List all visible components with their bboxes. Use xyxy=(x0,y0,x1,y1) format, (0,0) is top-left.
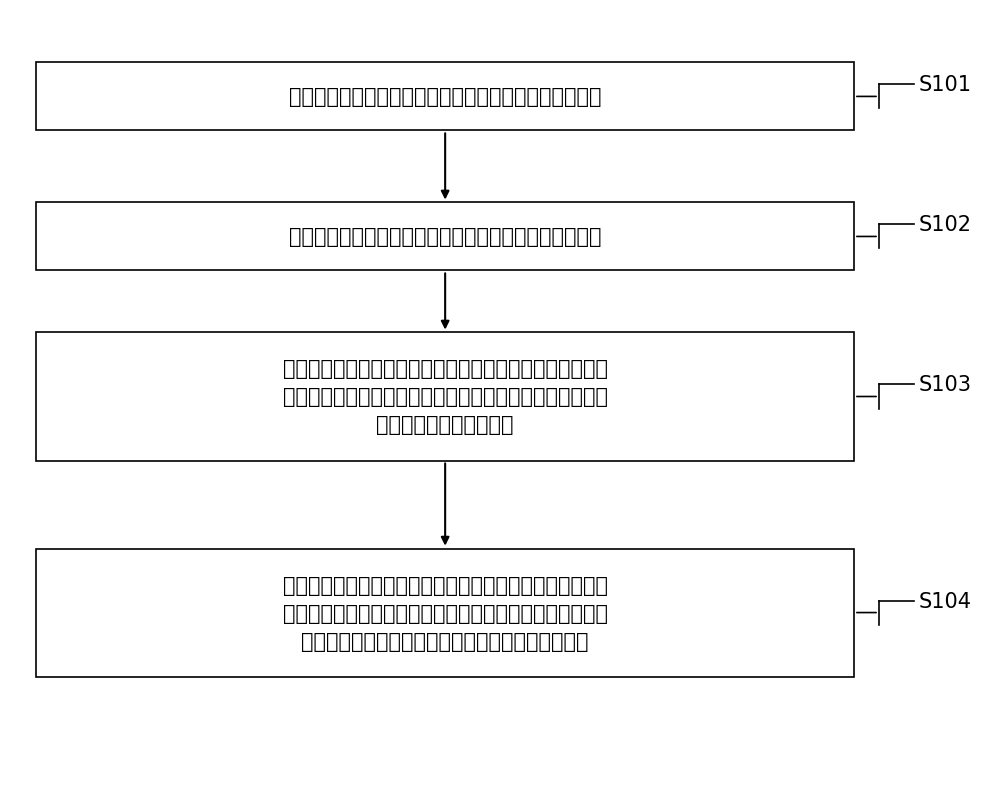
FancyBboxPatch shape xyxy=(36,549,854,677)
Text: 根据相同内容、不同内容，解析通信指令中用于指示工位的
占用状态的字符的编码方式、或用于指示工位对应的器件的
分挡值的字符的编码方式: 根据相同内容、不同内容，解析通信指令中用于指示工位的 占用状态的字符的编码方式、… xyxy=(283,359,608,435)
Text: S103: S103 xyxy=(919,375,972,395)
FancyBboxPatch shape xyxy=(36,63,854,132)
FancyBboxPatch shape xyxy=(36,203,854,271)
Text: 提取获取的第一条通信指令和第二条通信指令的不同内容: 提取获取的第一条通信指令和第二条通信指令的不同内容 xyxy=(289,227,601,247)
Text: 将解析到的用于指示工位的占用状态的字符的编码方式、或
用于指示工位对应的器件的分挡值的字符的编码方式，生成
为配置文件；将配置文件与分选机的标识对应地存储: 将解析到的用于指示工位的占用状态的字符的编码方式、或 用于指示工位对应的器件的分… xyxy=(283,575,608,650)
FancyBboxPatch shape xyxy=(36,333,854,461)
Text: S101: S101 xyxy=(919,75,972,95)
Text: 提取获取的第一条通信指令和第二条通信指令的相同内容: 提取获取的第一条通信指令和第二条通信指令的相同内容 xyxy=(289,87,601,107)
Text: S104: S104 xyxy=(919,591,972,611)
Text: S102: S102 xyxy=(919,215,972,235)
